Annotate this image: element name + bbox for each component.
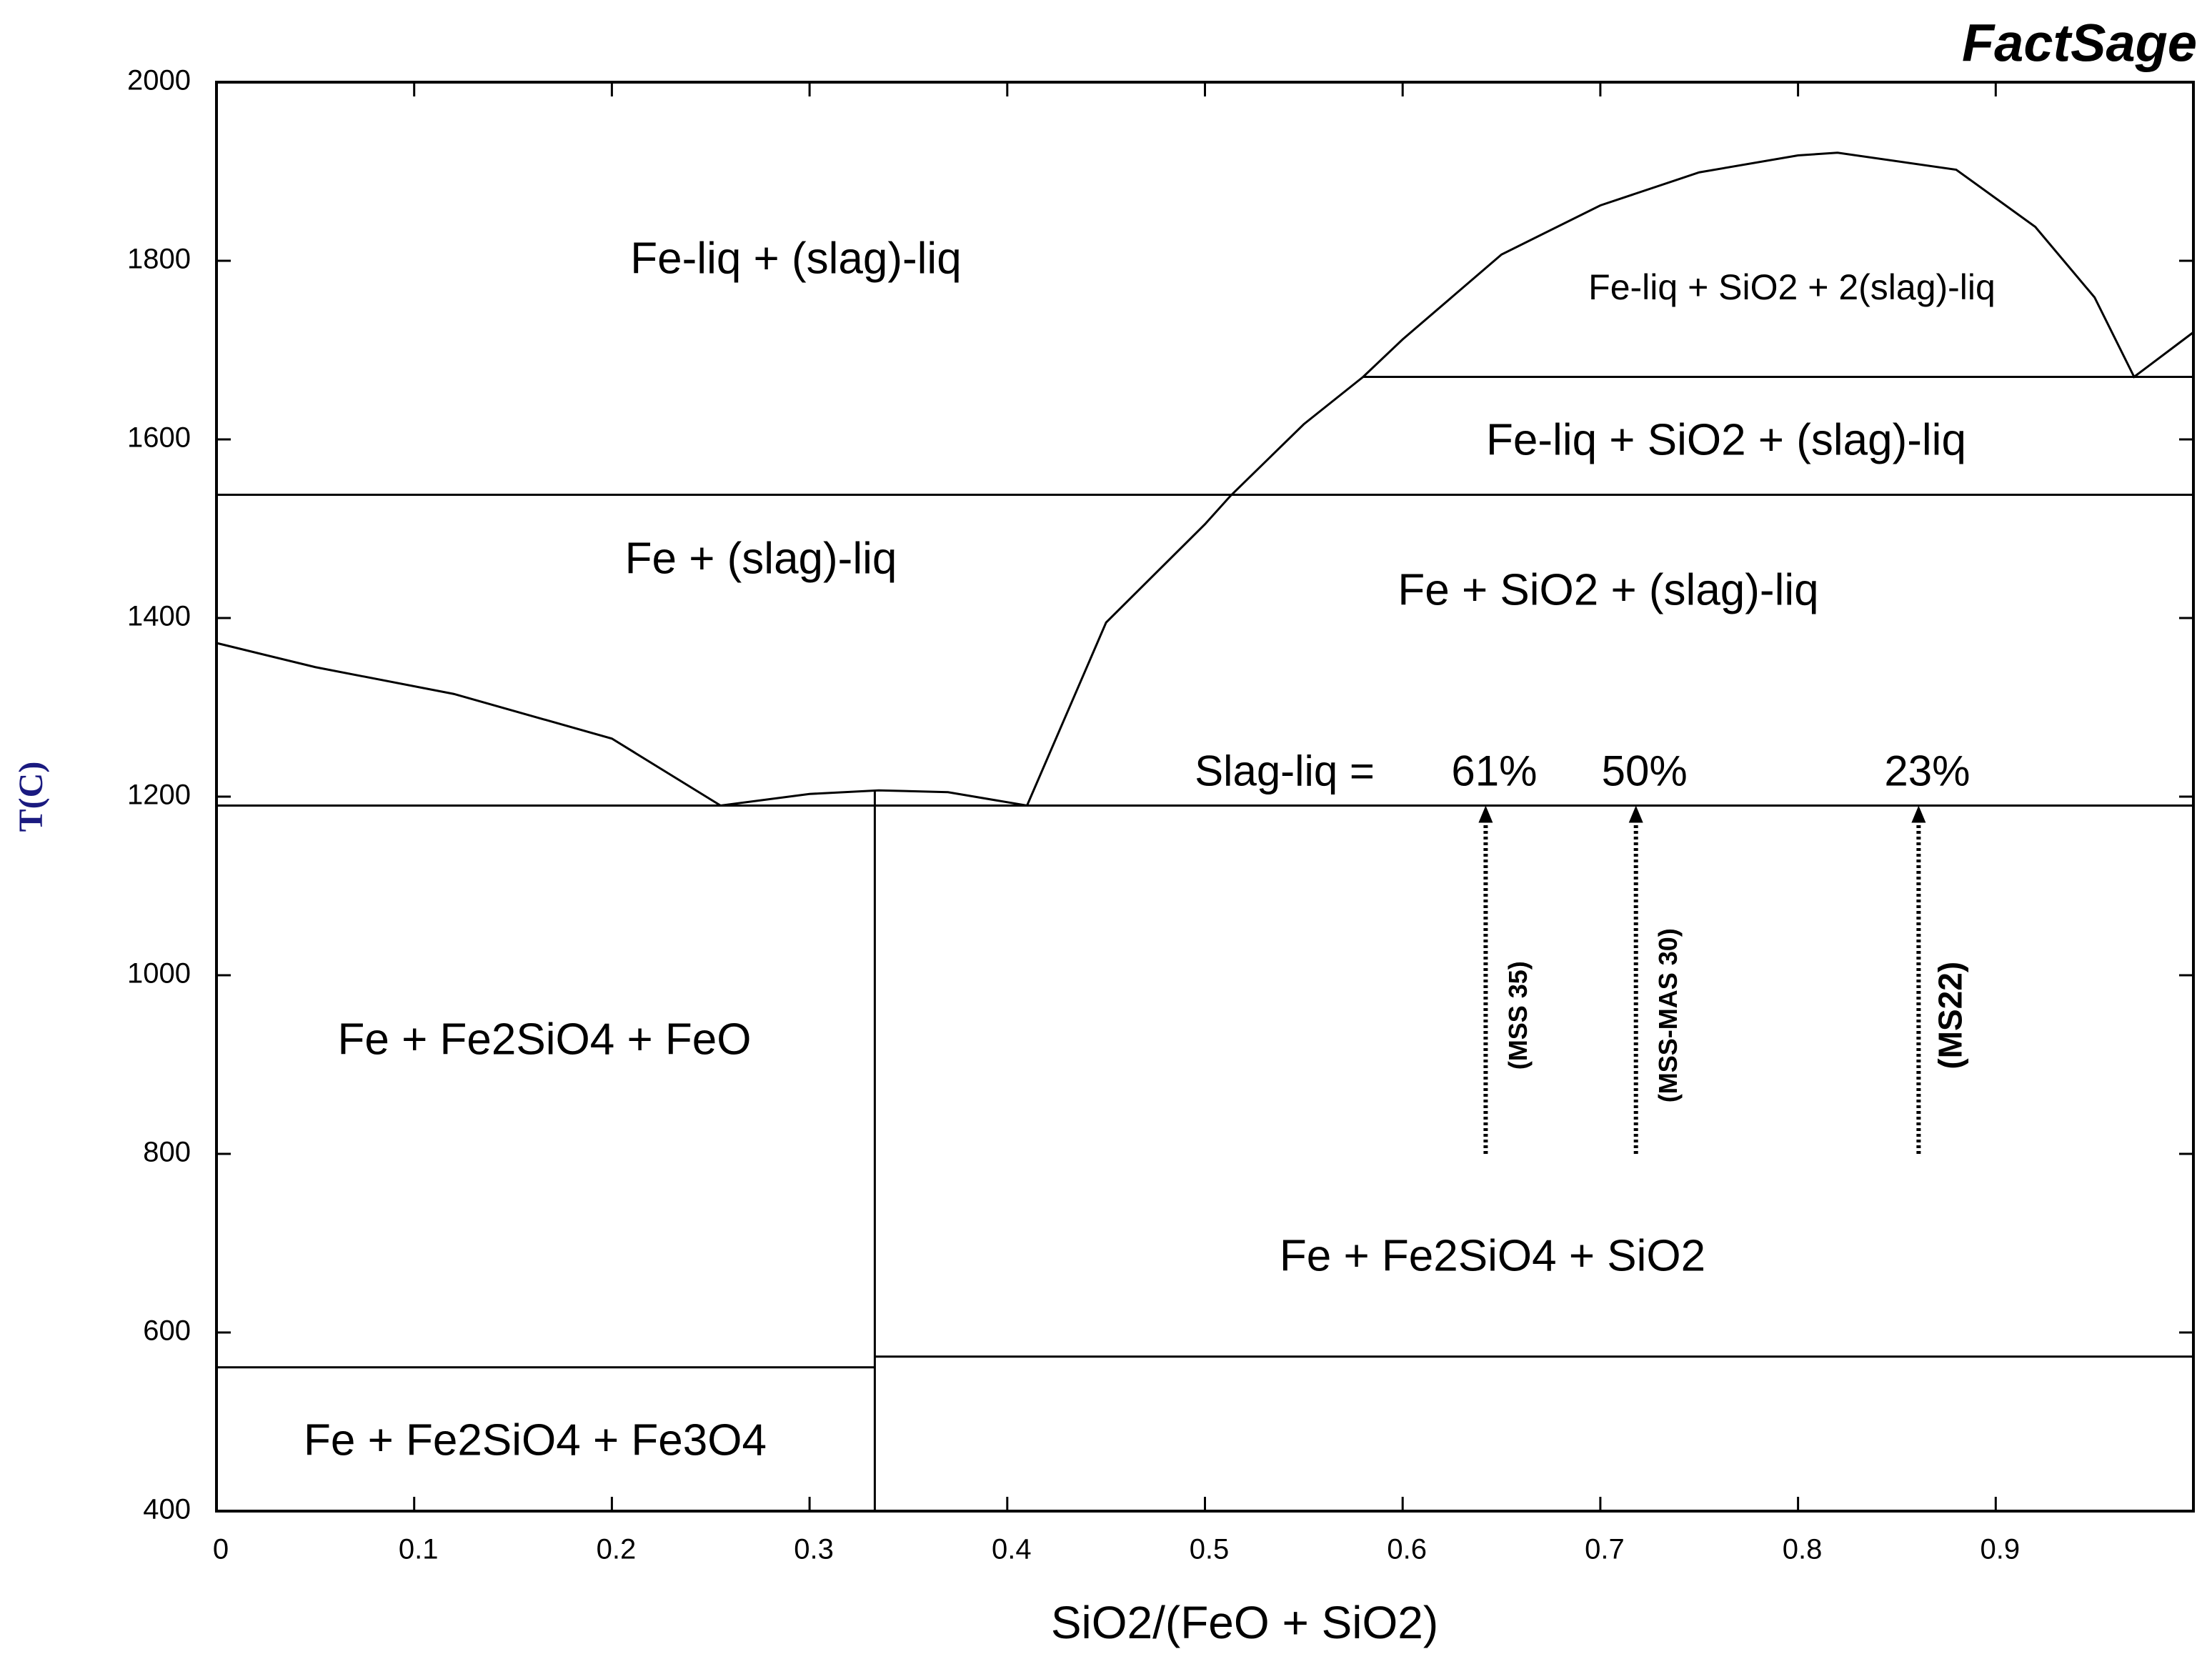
x-tick-label: 0.1: [399, 1534, 439, 1565]
x-tick-label: 0.5: [1190, 1534, 1230, 1565]
x-tick-label: 0.9: [1980, 1534, 2020, 1565]
phase-boundary: [216, 642, 722, 807]
phase-boundary: [720, 789, 1027, 807]
y-tick-label: 1400: [127, 601, 191, 632]
region-label: Fe + SiO2 + (slag)-liq: [1398, 565, 1818, 614]
y-tick-label: 1800: [127, 244, 191, 275]
x-axis-label: SiO2/(FeO + SiO2): [1051, 1597, 1438, 1648]
arrow-head: [1628, 805, 1643, 823]
sample-label: (MSS-MAS 30): [1653, 928, 1683, 1102]
slag-liq-percent: 61%: [1451, 747, 1537, 794]
y-tick-label: 600: [143, 1315, 191, 1347]
y-tick-label: 800: [143, 1137, 191, 1168]
phase-boundary: [1026, 151, 2194, 807]
x-tick-label: 0: [213, 1534, 229, 1565]
slag-liq-percent: 50%: [1602, 747, 1688, 794]
sample-label: (MS22): [1932, 962, 1969, 1070]
region-label: Fe + Fe2SiO4 + SiO2: [1280, 1231, 1705, 1280]
x-tick-label: 0.6: [1387, 1534, 1427, 1565]
region-label: Fe + Fe2SiO4 + Fe3O4: [304, 1415, 767, 1465]
region-label: Fe-liq + SiO2 + (slag)-liq: [1486, 415, 1966, 464]
sample-label: (MSS 35): [1503, 961, 1533, 1070]
brand: FactSage: [1962, 14, 2197, 73]
y-tick-label: 1000: [127, 958, 191, 990]
y-tick-label: 1600: [127, 422, 191, 454]
region-label: Fe + Fe2SiO4 + FeO: [338, 1015, 752, 1064]
x-tick-label: 0.8: [1783, 1534, 1823, 1565]
x-tick-label: 0.4: [992, 1534, 1032, 1565]
arrow-head: [1478, 805, 1493, 823]
region-label: Fe-liq + (slag)-liq: [630, 234, 961, 283]
x-tick-label: 0.3: [794, 1534, 834, 1565]
y-tick-label: 400: [143, 1494, 191, 1525]
x-tick-label: 0.2: [597, 1534, 637, 1565]
slag-liq-label: Slag-liq =: [1195, 747, 1375, 794]
arrow-head: [1911, 805, 1926, 823]
y-tick-label: 1200: [127, 779, 191, 811]
slag-liq-percent: 23%: [1884, 747, 1970, 794]
y-tick-label: 2000: [127, 65, 191, 96]
region-label: Fe + (slag)-liq: [625, 534, 897, 583]
region-label: Fe-liq + SiO2 + 2(slag)-liq: [1588, 267, 1996, 307]
x-tick-label: 0.7: [1585, 1534, 1625, 1565]
y-axis-label: T(C): [12, 762, 50, 832]
